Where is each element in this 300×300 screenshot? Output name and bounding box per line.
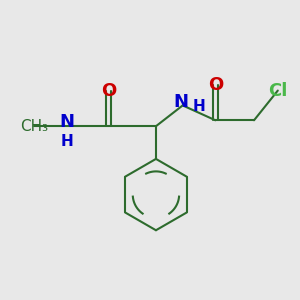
Text: N: N <box>59 113 74 131</box>
Text: H: H <box>60 134 73 148</box>
Text: H: H <box>193 99 206 114</box>
Text: O: O <box>208 76 223 94</box>
Text: N: N <box>174 93 189 111</box>
Text: Cl: Cl <box>268 82 287 100</box>
Text: CH₃: CH₃ <box>20 119 48 134</box>
Text: O: O <box>101 82 116 100</box>
